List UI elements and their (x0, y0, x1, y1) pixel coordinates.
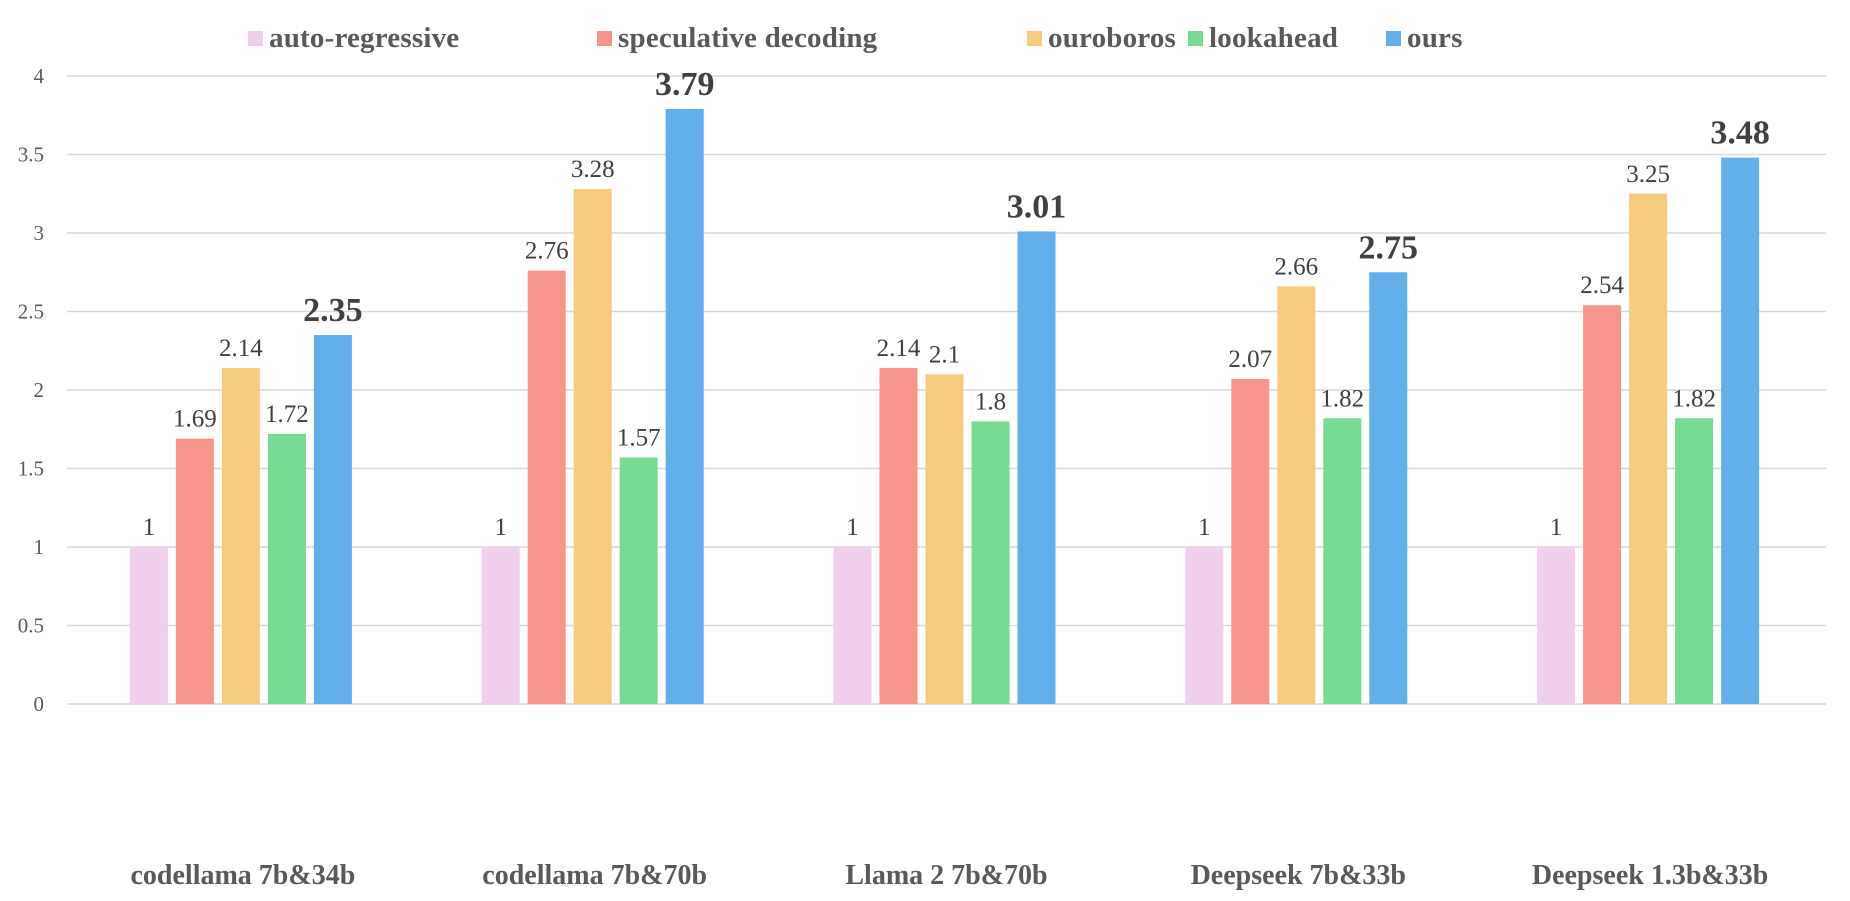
y-tick-label: 1.5 (18, 457, 44, 481)
bar-lookahead (619, 457, 658, 704)
legend-item: ouroboros (1027, 18, 1176, 58)
data-label: 1 (1198, 514, 1211, 541)
legend-swatch (1188, 30, 1203, 46)
data-label: 2.35 (303, 292, 363, 329)
bar-ours (1721, 157, 1760, 704)
data-label: 1 (143, 514, 156, 541)
legend-label: speculative decoding (618, 21, 878, 54)
bar-lookahead (1675, 418, 1714, 704)
data-label: 1.82 (1320, 385, 1364, 412)
legend-item: lookahead (1188, 18, 1338, 58)
bar-auto-regressive (833, 547, 872, 704)
data-label: 1 (846, 514, 859, 541)
bar-ouroboros (925, 374, 964, 704)
data-label: 2.75 (1359, 229, 1419, 266)
legend-label: ouroboros (1048, 21, 1177, 54)
y-tick-label: 3.5 (18, 143, 44, 167)
data-label: 2.14 (219, 335, 263, 362)
data-label: 3.25 (1626, 161, 1670, 188)
bar-lookahead (267, 433, 306, 704)
chart-legend: auto-regressive speculative decoding ourob… (0, 18, 1850, 58)
legend-swatch (597, 30, 612, 46)
legend-swatch (1027, 30, 1042, 46)
legend-swatch (248, 30, 263, 46)
data-label: 3.79 (655, 66, 715, 103)
bar-lookahead (1323, 418, 1362, 704)
bar-speculative-decoding (879, 368, 918, 704)
bar-auto-regressive (1537, 547, 1576, 704)
bar-lookahead (971, 421, 1010, 704)
legend-label: lookahead (1209, 21, 1339, 54)
bar-auto-regressive (129, 547, 168, 704)
data-label: 2.07 (1228, 346, 1272, 373)
data-label: 3.01 (1007, 188, 1067, 225)
bar-ouroboros (221, 368, 260, 704)
data-label: 1.8 (975, 388, 1006, 415)
bar-ours (665, 108, 704, 705)
bar-ours (313, 335, 352, 704)
legend-swatch (1386, 30, 1401, 46)
bar-ouroboros (573, 189, 612, 705)
y-tick-label: 3 (34, 221, 45, 245)
bar-ouroboros (1629, 193, 1668, 704)
data-label: 3.28 (571, 156, 615, 183)
data-label: 2.66 (1274, 253, 1318, 280)
data-label: 2.1 (929, 341, 960, 368)
data-label: 1.72 (265, 401, 309, 428)
bar-auto-regressive (481, 547, 520, 704)
y-tick-label: 2 (34, 378, 45, 402)
data-label: 1 (494, 514, 507, 541)
y-tick-label: 4 (34, 64, 45, 88)
x-tick-label: codellama 7b&34b (131, 860, 356, 891)
bar-speculative-decoding (175, 438, 214, 704)
bar-ouroboros (1277, 286, 1316, 704)
data-label: 1.69 (173, 406, 217, 433)
y-tick-label: 2.5 (18, 300, 44, 324)
legend-label: ours (1407, 21, 1463, 54)
y-tick-label: 0.5 (18, 614, 44, 638)
x-tick-label: Llama 2 7b&70b (845, 860, 1047, 891)
y-tick-label: 0 (34, 692, 45, 716)
x-tick-label: Deepseek 1.3b&33b (1532, 860, 1768, 891)
bar-speculative-decoding (1583, 305, 1622, 704)
data-label: 1.57 (617, 425, 661, 452)
data-label: 1.82 (1672, 385, 1716, 412)
bar-ours (1369, 272, 1408, 704)
data-label: 2.76 (525, 238, 569, 265)
legend-item: speculative decoding (597, 18, 877, 58)
legend-item: auto-regressive (248, 18, 459, 58)
legend-item: ours (1386, 18, 1463, 58)
bar-speculative-decoding (527, 270, 566, 704)
x-tick-label: Deepseek 7b&33b (1191, 860, 1406, 891)
data-label: 2.54 (1580, 272, 1624, 299)
data-label: 1 (1550, 514, 1563, 541)
x-tick-label: codellama 7b&70b (482, 860, 707, 891)
data-label: 3.48 (1710, 115, 1770, 152)
bar-speculative-decoding (1231, 379, 1270, 704)
data-label: 2.14 (877, 335, 921, 362)
legend-label: auto-regressive (269, 21, 460, 54)
bar-auto-regressive (1185, 547, 1224, 704)
bar-ours (1017, 231, 1056, 704)
y-tick-label: 1 (34, 535, 45, 559)
